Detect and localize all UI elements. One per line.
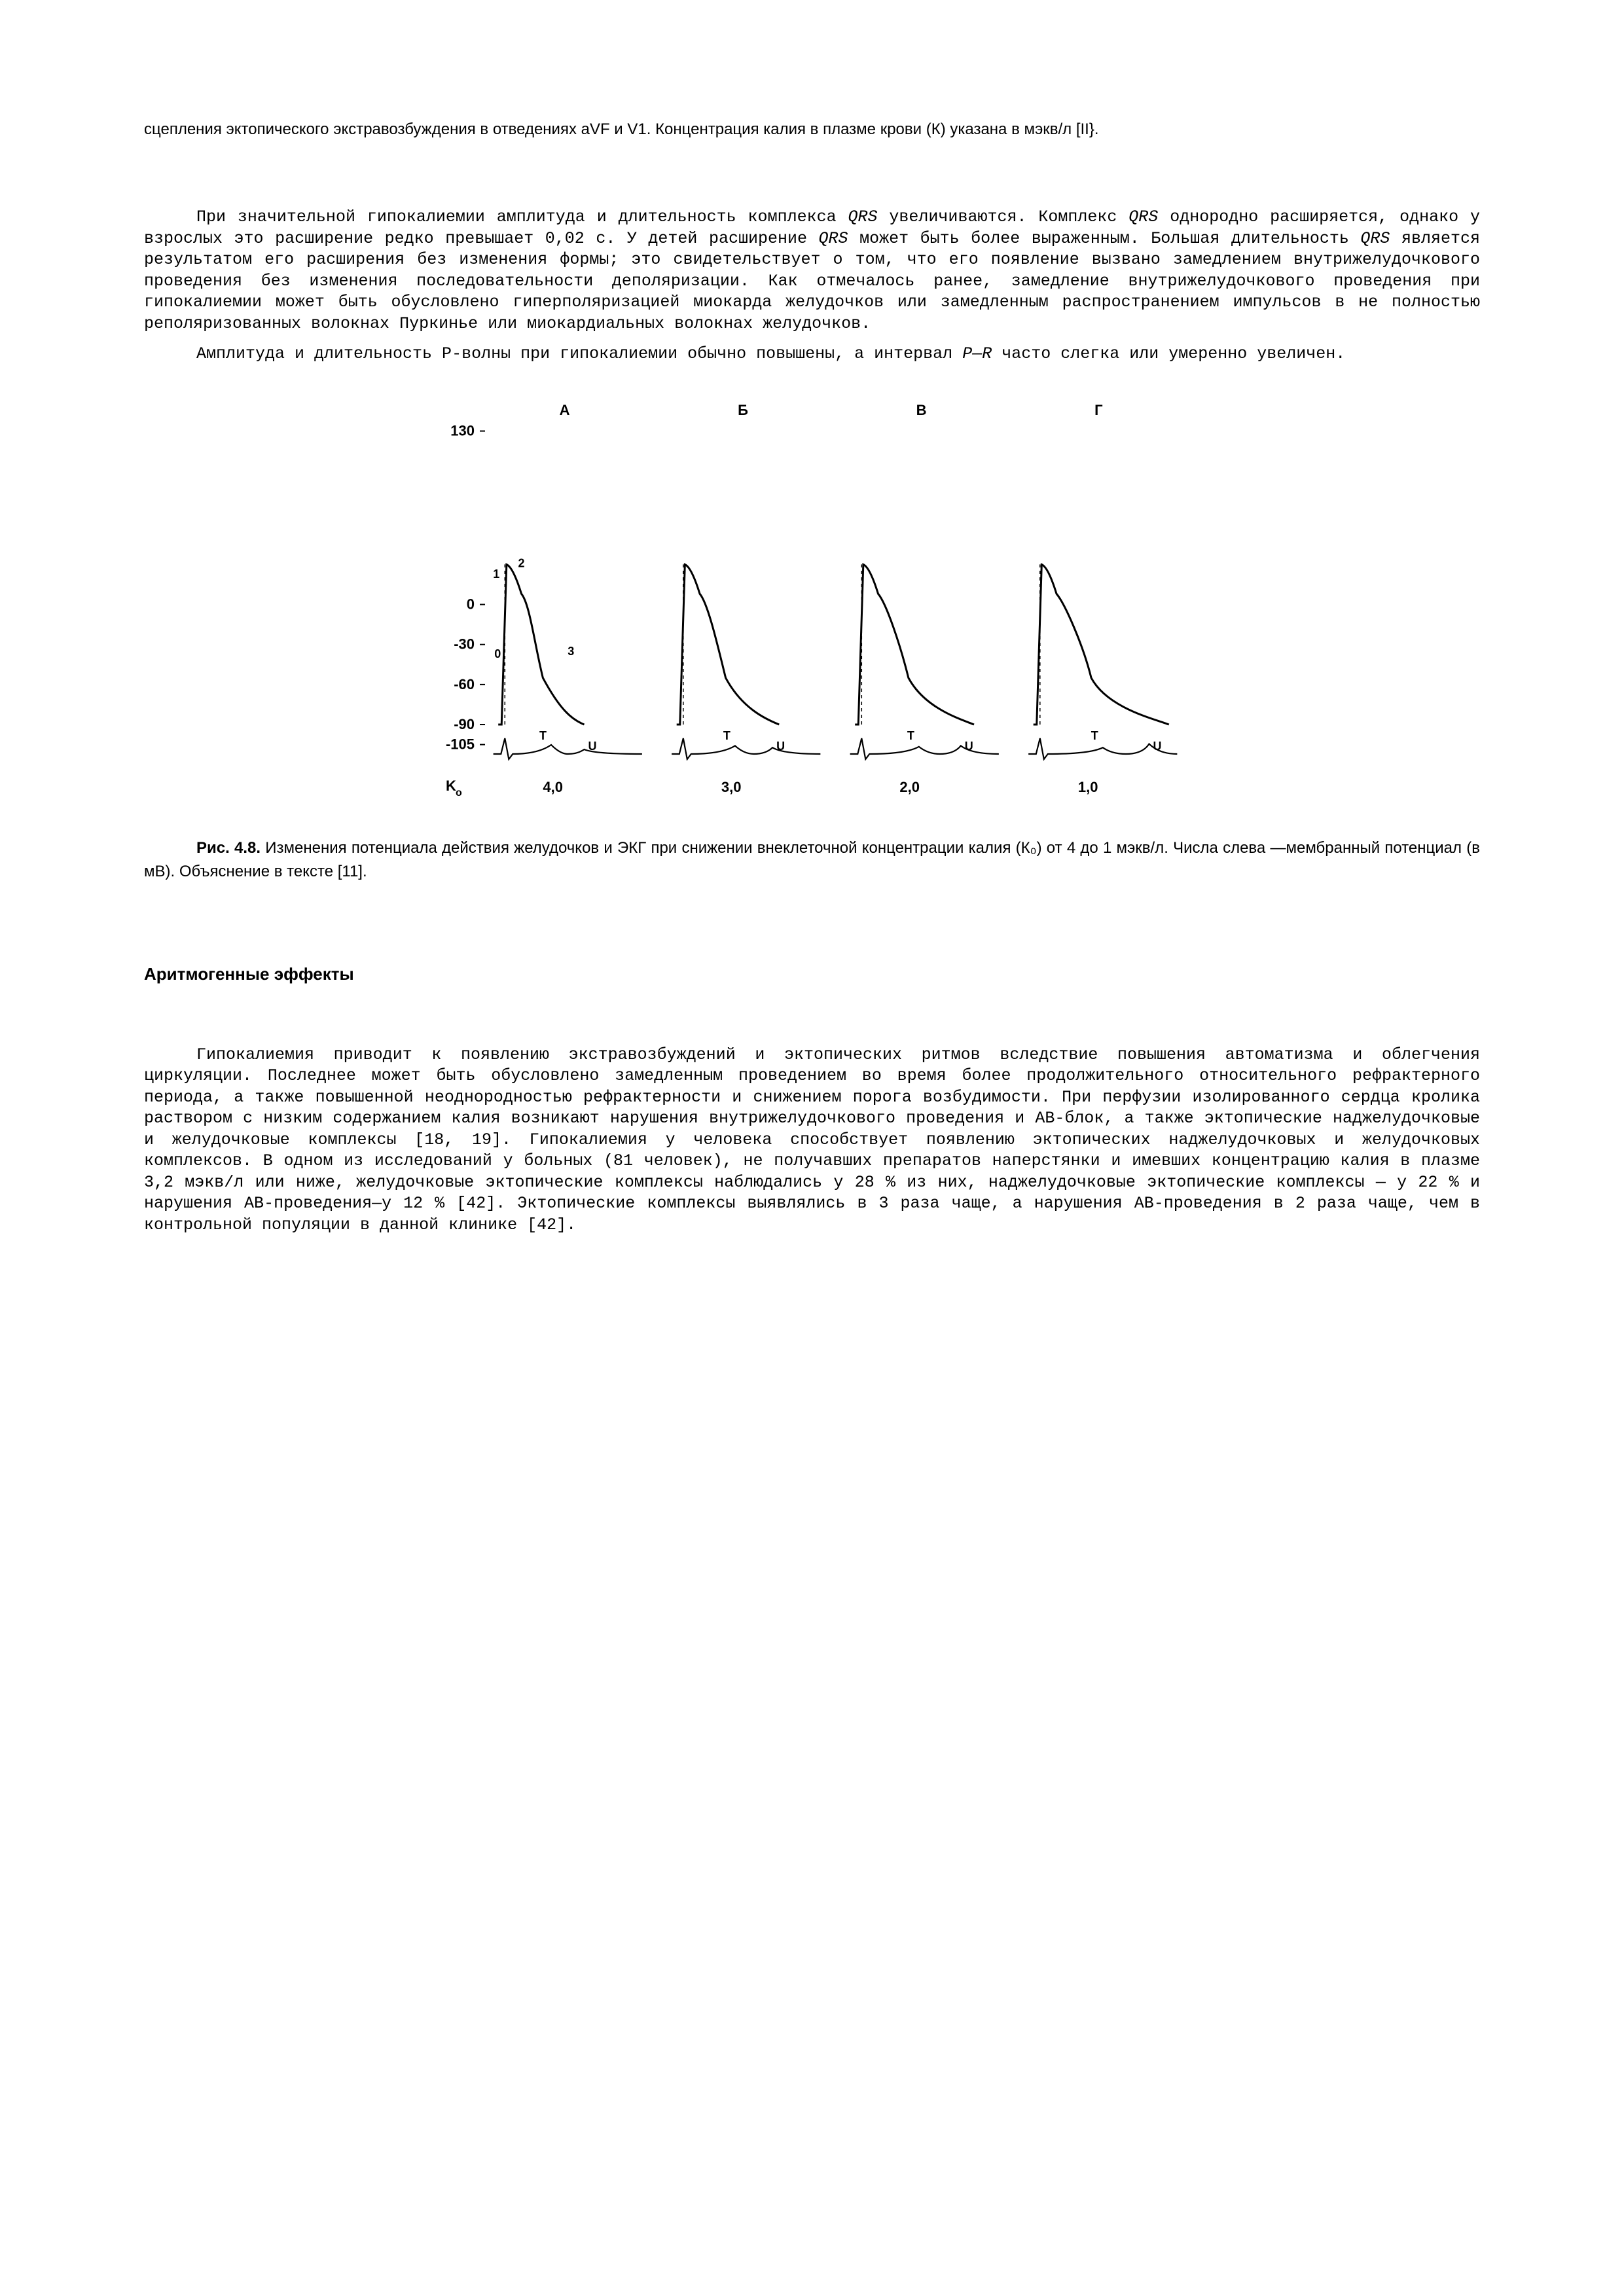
svg-text:3: 3 — [568, 645, 574, 658]
svg-text:-30: -30 — [454, 636, 475, 652]
para1-text4: может быть более выраженным. Большая дли… — [848, 229, 1361, 248]
figure-block: 130 0 -30 -60 -90 -105 Ko А T U 1 2 0 3 4,0 Б T U 3,0 В T U 2,… — [144, 398, 1480, 884]
svg-text:T: T — [723, 729, 730, 742]
para1-text1: При значительной гипокалиемии амплитуда … — [196, 207, 848, 226]
para2-italic1: Р—R — [962, 344, 992, 363]
svg-text:1,0: 1,0 — [1077, 779, 1098, 795]
svg-text:U: U — [776, 740, 785, 753]
para1-text2: увеличиваются. Комплекс — [878, 207, 1129, 226]
svg-text:-105: -105 — [445, 736, 474, 752]
para2-text2: часто слегка или умеренно увеличен. — [992, 344, 1345, 363]
top-caption: сцепления эктопического экстравозбуждени… — [144, 118, 1480, 141]
para1-italic4: QRS — [1360, 229, 1390, 248]
paragraph-2: Амплитуда и длительность Р-волны при гип… — [144, 344, 1480, 365]
svg-text:o: o — [456, 787, 462, 798]
figure-caption-text: Изменения потенциала действия желудочков… — [144, 839, 1480, 880]
section-heading: Аритмогенные эффекты — [144, 962, 1480, 986]
paragraph-1: При значительной гипокалиемии амплитуда … — [144, 207, 1480, 334]
svg-text:Г: Г — [1094, 402, 1103, 418]
svg-text:-60: -60 — [454, 675, 475, 692]
svg-text:U: U — [1153, 740, 1161, 753]
para1-italic3: QRS — [819, 229, 848, 248]
svg-text:3,0: 3,0 — [721, 779, 741, 795]
figure-caption-bold: Рис. 4.8. — [196, 839, 261, 857]
para1-italic2: QRS — [1128, 207, 1158, 226]
svg-text:130: 130 — [450, 422, 475, 439]
svg-text:T: T — [907, 729, 914, 742]
svg-text:K: K — [446, 778, 456, 794]
svg-text:T: T — [539, 729, 547, 742]
svg-text:U: U — [588, 740, 596, 753]
para1-italic1: QRS — [848, 207, 878, 226]
paragraph-3: Гипокалиемия приводит к появлению экстра… — [144, 1045, 1480, 1236]
action-potential-chart: 130 0 -30 -60 -90 -105 Ko А T U 1 2 0 3 4,0 Б T U 3,0 В T U 2,… — [420, 398, 1205, 804]
svg-text:0: 0 — [494, 647, 501, 660]
svg-text:0: 0 — [466, 596, 474, 612]
svg-text:U: U — [964, 740, 973, 753]
svg-text:А: А — [559, 402, 569, 418]
para3-text: Гипокалиемия приводит к появлению экстра… — [144, 1045, 1480, 1234]
svg-text:2,0: 2,0 — [899, 779, 920, 795]
svg-text:4,0: 4,0 — [543, 779, 563, 795]
svg-text:T: T — [1091, 729, 1098, 742]
svg-text:В: В — [916, 402, 926, 418]
svg-text:1: 1 — [493, 567, 499, 580]
svg-text:2: 2 — [518, 556, 524, 569]
figure-caption: Рис. 4.8. Изменения потенциала действия … — [144, 836, 1480, 884]
svg-text:Б: Б — [738, 402, 748, 418]
svg-text:-90: -90 — [454, 716, 475, 732]
para2-text1: Амплитуда и длительность Р-волны при гип… — [196, 344, 962, 363]
